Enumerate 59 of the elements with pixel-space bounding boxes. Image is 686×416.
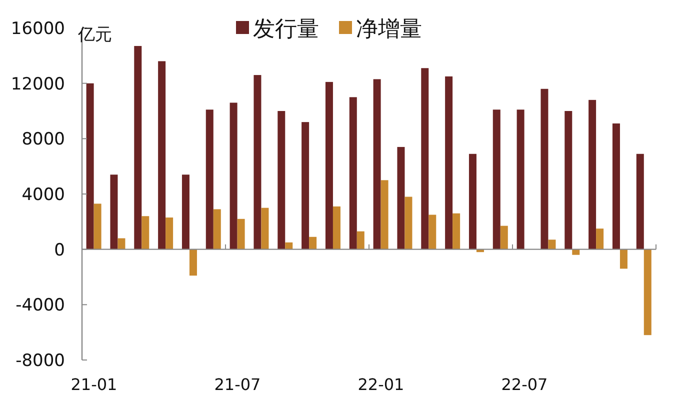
legend-label: 发行量 bbox=[253, 17, 319, 42]
y-tick-label: -8000 bbox=[16, 351, 65, 371]
bar bbox=[428, 214, 436, 250]
bar bbox=[380, 180, 388, 250]
x-tick-label: 21-01 bbox=[70, 375, 118, 394]
bar bbox=[516, 110, 524, 250]
y-tick-label: 12000 bbox=[10, 74, 65, 94]
bar bbox=[620, 249, 628, 269]
x-tick-label: 21-07 bbox=[214, 375, 261, 394]
bar bbox=[564, 111, 572, 250]
bar bbox=[373, 79, 381, 250]
bar bbox=[421, 68, 429, 250]
bar bbox=[261, 208, 269, 250]
y-tick-label: 8000 bbox=[22, 130, 65, 150]
bar bbox=[134, 46, 142, 250]
bar bbox=[158, 61, 166, 250]
bar bbox=[309, 236, 317, 250]
bar bbox=[254, 75, 262, 250]
bar bbox=[588, 100, 596, 250]
bar bbox=[94, 204, 102, 250]
bar bbox=[110, 174, 118, 250]
bar bbox=[86, 83, 94, 250]
bar bbox=[189, 249, 197, 276]
bar bbox=[166, 218, 174, 250]
bar bbox=[206, 110, 214, 250]
bar bbox=[445, 76, 453, 250]
bar bbox=[213, 209, 221, 250]
bar bbox=[612, 123, 620, 250]
x-tick-label: 22-01 bbox=[358, 375, 404, 394]
x-tick-label: 22-07 bbox=[501, 375, 548, 394]
bar bbox=[325, 82, 333, 250]
y-tick-label: -4000 bbox=[16, 296, 65, 316]
bar bbox=[644, 249, 652, 336]
bar bbox=[349, 97, 357, 250]
bar bbox=[468, 154, 476, 250]
bar bbox=[596, 228, 604, 250]
bar bbox=[397, 146, 405, 250]
bar bbox=[332, 206, 340, 250]
bar bbox=[404, 196, 412, 250]
bar bbox=[572, 249, 580, 255]
bar bbox=[500, 226, 508, 250]
bar bbox=[540, 88, 548, 250]
y-tick-label: 4000 bbox=[22, 185, 65, 205]
bar bbox=[452, 213, 460, 250]
bar bbox=[548, 240, 556, 250]
bar bbox=[182, 174, 190, 250]
y-tick-label: 16000 bbox=[10, 19, 65, 39]
bar bbox=[237, 218, 245, 250]
bar bbox=[142, 216, 150, 250]
bar bbox=[636, 154, 644, 250]
bar bbox=[230, 102, 238, 250]
legend-label: 净增量 bbox=[356, 17, 422, 42]
y-axis-title: 亿元 bbox=[77, 25, 112, 45]
bar bbox=[492, 110, 500, 250]
bar bbox=[118, 238, 126, 250]
bar bbox=[356, 231, 364, 250]
bar bbox=[302, 122, 310, 250]
bar bbox=[278, 111, 286, 250]
y-tick-label: 0 bbox=[54, 240, 65, 260]
